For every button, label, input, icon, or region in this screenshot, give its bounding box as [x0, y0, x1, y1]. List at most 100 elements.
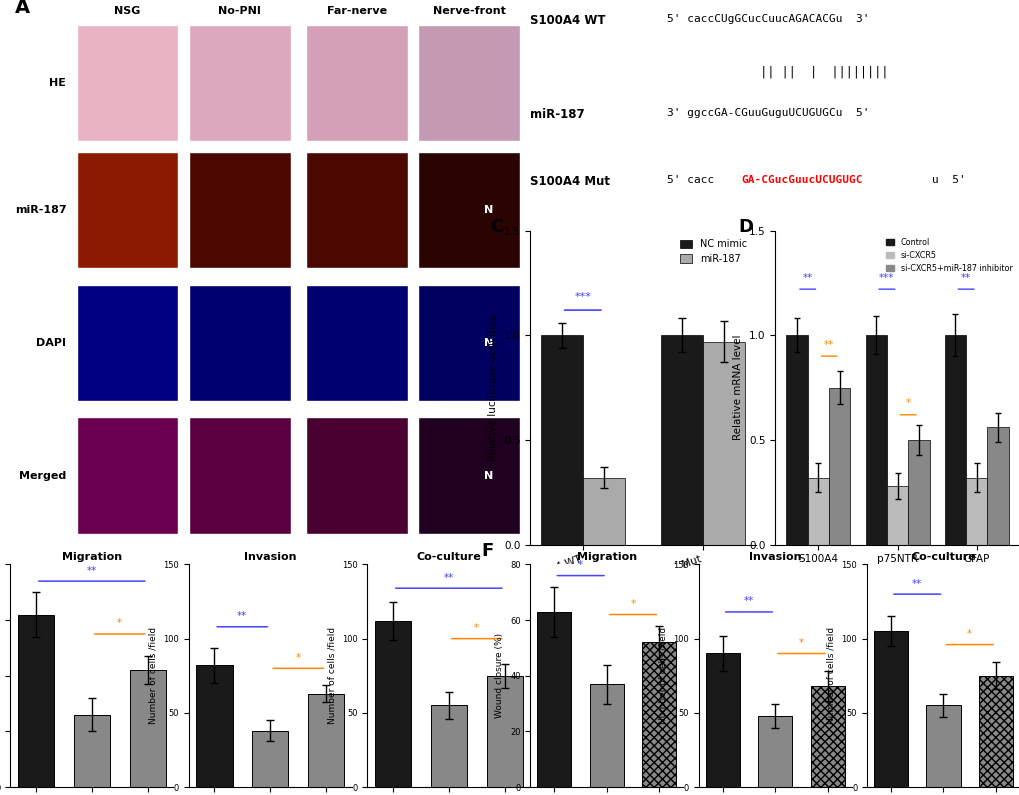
- Y-axis label: Number of cells /field: Number of cells /field: [149, 627, 158, 724]
- Text: **: **: [802, 273, 812, 283]
- Bar: [965, 478, 986, 545]
- Text: **: **: [960, 273, 970, 283]
- Bar: [17, 615, 54, 787]
- FancyBboxPatch shape: [76, 25, 178, 142]
- Text: ***: ***: [878, 273, 894, 283]
- Bar: [807, 478, 828, 545]
- Text: N: N: [484, 338, 493, 348]
- Bar: [196, 665, 232, 787]
- Text: **: **: [823, 340, 834, 350]
- FancyBboxPatch shape: [306, 285, 408, 401]
- Bar: [430, 705, 467, 787]
- Text: *: *: [798, 638, 803, 648]
- Bar: [810, 686, 844, 787]
- Bar: [887, 486, 907, 545]
- Bar: [660, 335, 702, 545]
- Text: *: *: [578, 560, 583, 570]
- Bar: [252, 731, 288, 787]
- FancyBboxPatch shape: [76, 417, 178, 533]
- Bar: [986, 428, 1008, 545]
- Bar: [589, 684, 624, 787]
- Text: 5' cacc: 5' cacc: [666, 175, 714, 184]
- Text: **: **: [87, 565, 97, 576]
- Bar: [308, 693, 344, 787]
- Bar: [582, 478, 625, 545]
- Y-axis label: Wound closure (%): Wound closure (%): [495, 633, 504, 719]
- Title: Migration: Migration: [577, 553, 636, 562]
- Text: *: *: [966, 629, 971, 639]
- Y-axis label: Number of cells /field: Number of cells /field: [826, 627, 836, 724]
- Text: miR-187: miR-187: [14, 205, 66, 215]
- Text: *: *: [630, 599, 635, 609]
- Text: S100A4 Mut: S100A4 Mut: [530, 175, 609, 188]
- Text: NSG: NSG: [114, 6, 141, 16]
- Bar: [978, 676, 1012, 787]
- FancyBboxPatch shape: [418, 153, 520, 269]
- Text: **: **: [743, 596, 753, 607]
- Text: 5' caccCUgGCucCuucAGACACGu  3': 5' caccCUgGCucCuucAGACACGu 3': [666, 14, 869, 25]
- Text: F: F: [481, 542, 493, 560]
- Title: Invasion: Invasion: [244, 553, 297, 562]
- Text: GA-CGucGuucUCUGUGC: GA-CGucGuucUCUGUGC: [740, 175, 862, 184]
- Text: Merged: Merged: [19, 471, 66, 480]
- Text: u  5': u 5': [931, 175, 965, 184]
- Text: *: *: [474, 623, 479, 633]
- Y-axis label: Number of cells /field: Number of cells /field: [658, 627, 667, 724]
- Bar: [537, 612, 571, 787]
- Legend: NC mimic, miR-187: NC mimic, miR-187: [676, 235, 750, 268]
- Title: Migration: Migration: [62, 553, 121, 562]
- Text: *: *: [905, 398, 910, 409]
- Bar: [907, 440, 928, 545]
- Title: Invasion: Invasion: [748, 553, 801, 562]
- Bar: [702, 342, 745, 545]
- Text: miR-187: miR-187: [530, 108, 585, 121]
- Title: Co-culture: Co-culture: [910, 553, 975, 562]
- Text: N: N: [484, 471, 493, 480]
- Text: No-PNI: No-PNI: [218, 6, 261, 16]
- Text: S100A4 WT: S100A4 WT: [530, 14, 605, 27]
- Text: D: D: [738, 218, 753, 236]
- Y-axis label: Relative luciferase activities: Relative luciferase activities: [488, 314, 498, 461]
- Legend: Control, si-CXCR5, si-CXCR5+miR-187 inhibitor: Control, si-CXCR5, si-CXCR5+miR-187 inhi…: [882, 235, 1015, 276]
- FancyBboxPatch shape: [189, 417, 290, 533]
- FancyBboxPatch shape: [306, 153, 408, 269]
- Text: ***: ***: [574, 292, 591, 302]
- FancyBboxPatch shape: [189, 25, 290, 142]
- Bar: [129, 670, 166, 787]
- Bar: [374, 621, 411, 787]
- Text: N: N: [484, 205, 493, 215]
- Y-axis label: Number of cells /field: Number of cells /field: [327, 627, 336, 724]
- Text: *: *: [117, 619, 122, 628]
- Bar: [540, 335, 582, 545]
- Text: 3' ggccGA-CGuuGuguUCUGUGCu  5': 3' ggccGA-CGuuGuguUCUGUGCu 5': [666, 108, 869, 118]
- FancyBboxPatch shape: [306, 25, 408, 142]
- Bar: [786, 335, 807, 545]
- FancyBboxPatch shape: [76, 153, 178, 269]
- FancyBboxPatch shape: [189, 153, 290, 269]
- Text: || ||  |  ||||||||: || || | ||||||||: [745, 65, 888, 79]
- Bar: [828, 388, 850, 545]
- Text: HE: HE: [49, 78, 66, 88]
- FancyBboxPatch shape: [418, 285, 520, 401]
- Bar: [486, 676, 523, 787]
- Text: **: **: [237, 611, 248, 621]
- Text: DAPI: DAPI: [37, 338, 66, 348]
- Bar: [757, 716, 792, 787]
- FancyBboxPatch shape: [76, 285, 178, 401]
- Bar: [925, 705, 960, 787]
- Text: Nerve-front: Nerve-front: [432, 6, 505, 16]
- FancyBboxPatch shape: [306, 417, 408, 533]
- Text: *: *: [296, 653, 301, 663]
- Text: C: C: [489, 218, 502, 236]
- Text: **: **: [443, 572, 453, 583]
- FancyBboxPatch shape: [418, 417, 520, 533]
- Bar: [705, 653, 739, 787]
- Text: Far-nerve: Far-nerve: [327, 6, 386, 16]
- FancyBboxPatch shape: [189, 285, 290, 401]
- Y-axis label: Relative mRNA level: Relative mRNA level: [733, 335, 743, 440]
- Bar: [865, 335, 887, 545]
- Bar: [873, 631, 907, 787]
- Title: Co-culture: Co-culture: [416, 553, 481, 562]
- Bar: [944, 335, 965, 545]
- FancyBboxPatch shape: [418, 25, 520, 142]
